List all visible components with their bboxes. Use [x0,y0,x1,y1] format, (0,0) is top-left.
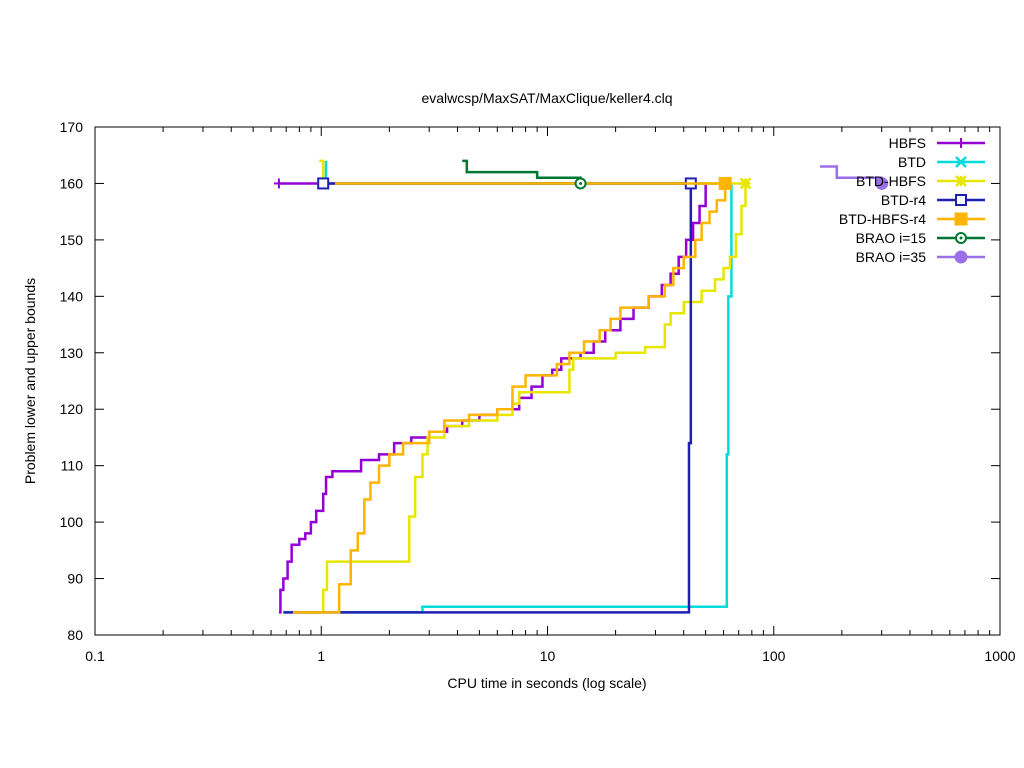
legend-entry-btd: BTD [898,154,985,170]
series-marker [875,176,889,190]
plot-frame [94,126,1001,636]
series-btd-r4 [283,177,697,614]
legend: HBFS BTD BTD-HBFS BTD-r4 BTD-HBFS-r4 BRAO i=1… [839,135,985,265]
y-tick-label: 140 [60,288,84,304]
legend-label: BTD [898,154,926,170]
legend-label: HBFS [889,135,926,151]
legend-entry-hbfs: HBFS [889,135,985,151]
legend-entry-brao-i-35: BRAO i=35 [856,249,985,265]
legend-label: BTD-r4 [881,192,926,208]
chart-title: evalwcsp/MaxSAT/MaxClique/keller4.clq [421,90,672,106]
series-btd-hbfs-r4 [292,176,732,614]
y-tick-label: 100 [60,514,84,530]
series-marker [317,177,330,190]
legend-marker [954,250,968,264]
x-tick-label: 100 [762,648,786,664]
legend-entry-btd-hbfs-r4: BTD-HBFS-r4 [839,211,985,227]
series-marker [273,178,284,189]
legend-label: BRAO i=15 [856,230,927,246]
y-axis-label: Problem lower and upper bounds [22,278,38,484]
legend-marker [954,212,968,226]
y-tick-label: 160 [60,175,84,191]
series-lower-line [292,183,727,614]
legend-label: BTD-HBFS-r4 [839,211,926,227]
legend-entry-brao-i-15: BRAO i=15 [856,230,985,246]
series-lower-line [278,183,707,614]
x-tick-label: 1 [317,648,325,664]
y-tick-label: 170 [60,119,84,135]
series-brao-i-15 [462,159,587,190]
y-tick-label: 80 [67,627,83,643]
legend-marker [955,156,967,168]
series-brao-i-35 [819,165,889,190]
legend-marker [955,232,967,244]
y-tick-label: 110 [61,458,84,474]
axis-ticks: 0.1 1 10 100 1000809010011012013014015016017… [60,119,1016,664]
legend-marker [955,175,967,187]
series-lower-line [288,183,747,614]
series-btd [283,160,733,614]
series-lower-line [283,183,693,614]
series-hbfs [273,178,707,614]
legend-entry-btd-r4: BTD-r4 [881,192,985,208]
plot-area [273,159,889,614]
y-tick-label: 150 [60,232,84,248]
x-tick-label: 1000 [984,648,1015,664]
y-tick-label: 90 [67,571,83,587]
legend-marker [955,194,967,206]
y-tick-label: 130 [60,345,84,361]
x-axis-label: CPU time in seconds (log scale) [447,675,646,691]
x-tick-label: 0.1 [85,648,105,664]
legend-entry-btd-hbfs: BTD-HBFS [856,173,985,189]
series-marker [718,176,732,190]
legend-label: BRAO i=35 [856,249,927,265]
series-marker [574,177,587,190]
x-tick-label: 10 [540,648,556,664]
series-marker [739,177,752,190]
series-lower-line [283,183,733,614]
legend-marker [956,138,966,148]
y-tick-label: 120 [60,401,84,417]
legend-label: BTD-HBFS [856,173,926,189]
series-upper-line [462,159,582,184]
